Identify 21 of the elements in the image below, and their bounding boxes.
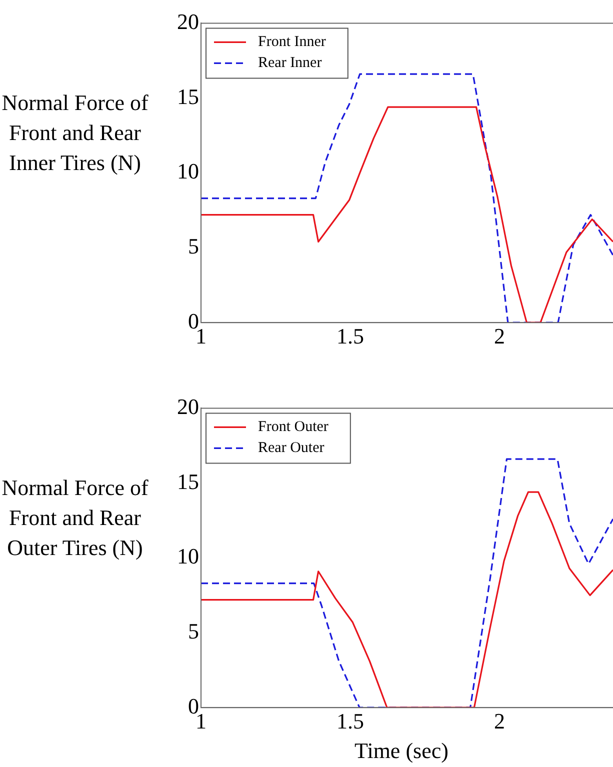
legend-label: Rear Outer (258, 440, 324, 456)
y-axis-title: Normal Force of Front and Rear Inner Tires (N) (0, 89, 150, 177)
x-axis-title: Time (sec) (354, 738, 450, 764)
y-tick-label: 10 (177, 158, 199, 184)
x-tick-label: 2 (494, 708, 506, 734)
x-tick-label: 1.5 (336, 324, 364, 349)
y-tick-label: 20 (177, 394, 199, 419)
y-tick-label: 5 (188, 618, 199, 644)
x-tick-label: 2 (494, 324, 506, 349)
legend-label: Front Outer (258, 419, 328, 436)
legend-label: Front Inner (258, 34, 326, 50)
x-tick-label: 1.5 (336, 708, 364, 734)
y-tick-label: 15 (177, 84, 199, 109)
y-tick-label: 10 (177, 544, 199, 569)
y-tick-label: 0 (188, 693, 199, 718)
y-axis-title: Normal Force of Front and Rear Outer Tires (N) (0, 474, 150, 562)
y-tick-label: 0 (188, 308, 199, 334)
y-tick-label: 15 (177, 468, 199, 494)
y-tick-label: 20 (177, 8, 199, 34)
y-tick-label: 5 (188, 234, 199, 259)
legend-label: Rear Inner (258, 55, 322, 72)
